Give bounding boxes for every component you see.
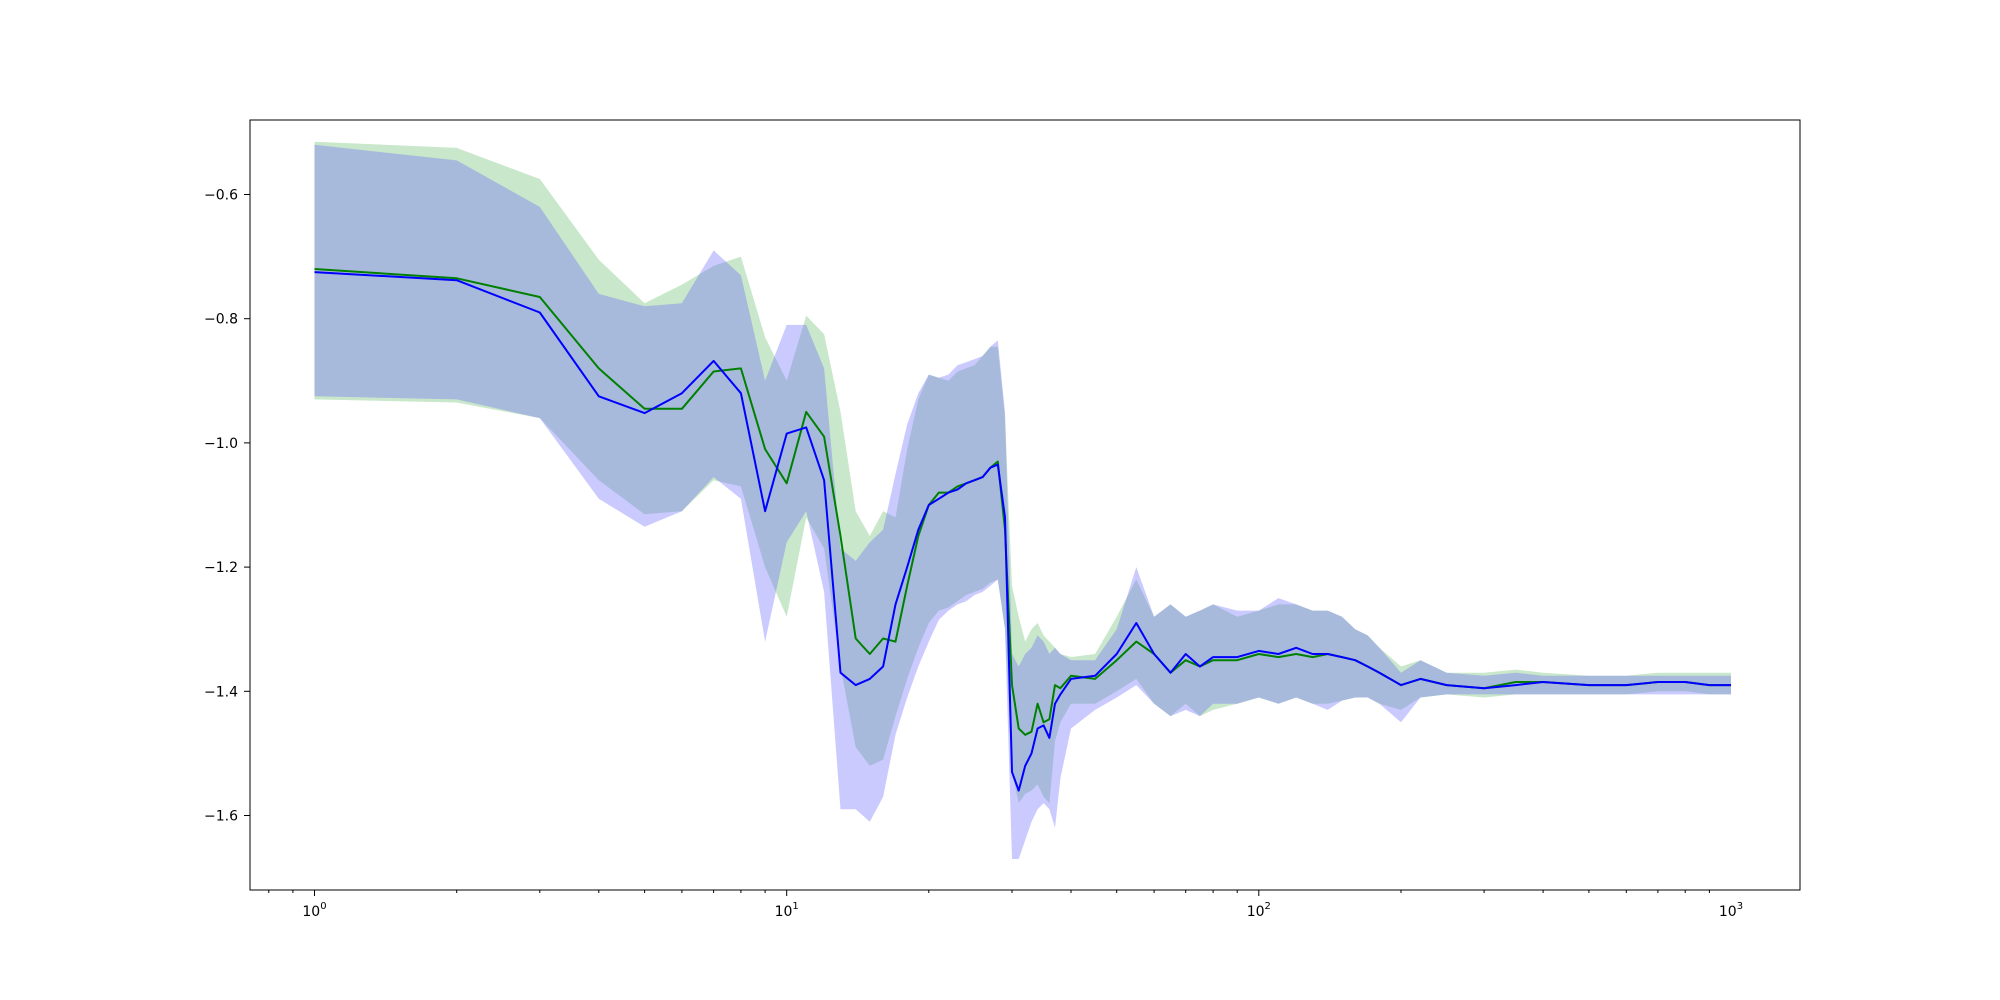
y-tick-label: −1.4: [204, 684, 238, 700]
y-tick-label: −0.8: [204, 312, 238, 328]
y-tick-label: −0.6: [204, 188, 238, 204]
x-tick-label: 101: [775, 901, 799, 920]
confidence-bands: [314, 141, 1731, 860]
x-tick-label: 103: [1719, 901, 1743, 920]
y-tick-label: −1.6: [204, 809, 238, 825]
series-lines: [314, 268, 1731, 792]
y-axis: −0.6 −0.8 −1.0 −1.2 −1.4 −1.6: [204, 188, 250, 825]
series-1-band: [314, 141, 1731, 804]
x-tick-label: 102: [1247, 901, 1271, 920]
y-tick-label: −1.2: [204, 560, 238, 576]
series-2-band: [314, 144, 1731, 860]
x-axis: 100 101 102 103: [268, 890, 1743, 920]
plot-area-frame: [249, 119, 1801, 891]
x-tick-label: 100: [302, 901, 326, 920]
y-tick-label: −1.0: [204, 436, 238, 452]
series-2-line: [314, 271, 1731, 792]
